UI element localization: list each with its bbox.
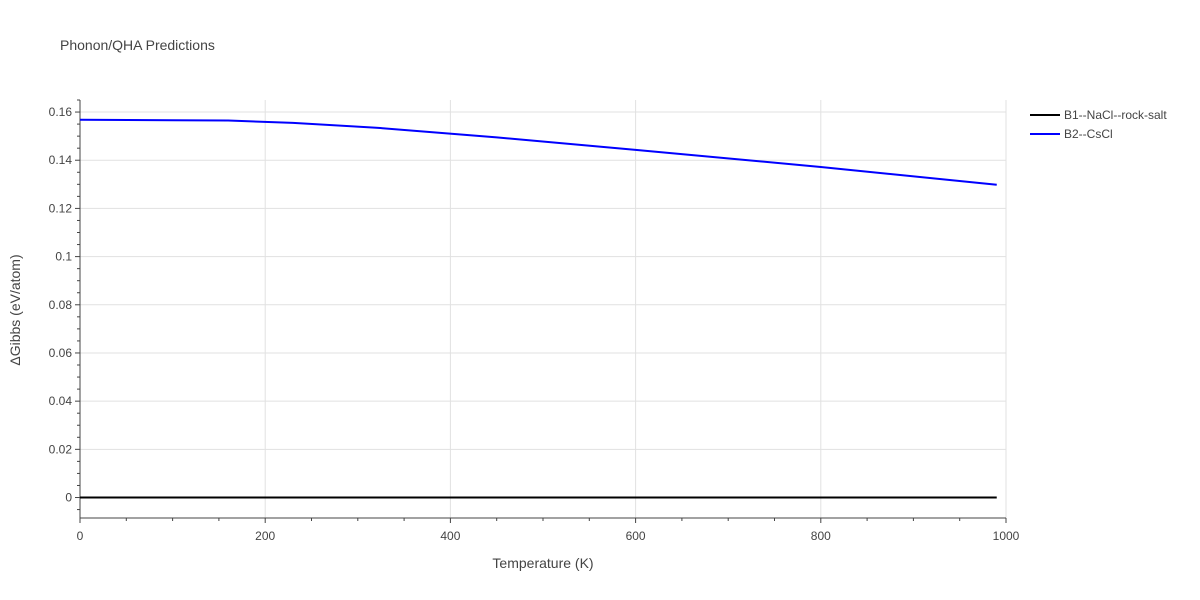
y-tick-label: 0.08	[49, 298, 73, 312]
axes-layer: 0 200 400 600 800 1000 0 0.02 0.04 0.06 0.08 0.1 0.1…	[49, 99, 1020, 543]
y-axis-title: ΔGibbs (eV/atom)	[7, 254, 23, 365]
grid-layer	[80, 100, 1007, 518]
y-tick-label: 0.06	[49, 346, 73, 360]
series-layer	[79, 118, 997, 499]
x-tick-label: 400	[440, 529, 460, 543]
y-tick-label: 0.14	[49, 153, 73, 167]
x-tick-label: 600	[626, 529, 646, 543]
legend-label-0: B1--NaCl--rock-salt	[1064, 108, 1167, 122]
x-tick-label: 0	[77, 529, 84, 543]
x-tick-label: 200	[255, 529, 275, 543]
y-tick-label: 0.16	[49, 105, 73, 119]
legend-label-1: B2--CsCl	[1064, 127, 1113, 141]
legend: B1--NaCl--rock-salt B2--CsCl	[1030, 108, 1167, 141]
x-axis-title: Temperature (K)	[492, 555, 593, 571]
y-tick-label: 0.12	[49, 201, 73, 215]
y-tick-label: 0.02	[49, 442, 73, 456]
y-tick-label: 0.1	[55, 250, 72, 264]
y-tick-label: 0.04	[49, 394, 73, 408]
x-tick-label: 1000	[993, 529, 1020, 543]
series-line-1	[79, 118, 997, 186]
y-tick-label: 0	[65, 491, 72, 505]
chart-title: Phonon/QHA Predictions	[60, 37, 215, 53]
x-tick-label: 800	[811, 529, 831, 543]
